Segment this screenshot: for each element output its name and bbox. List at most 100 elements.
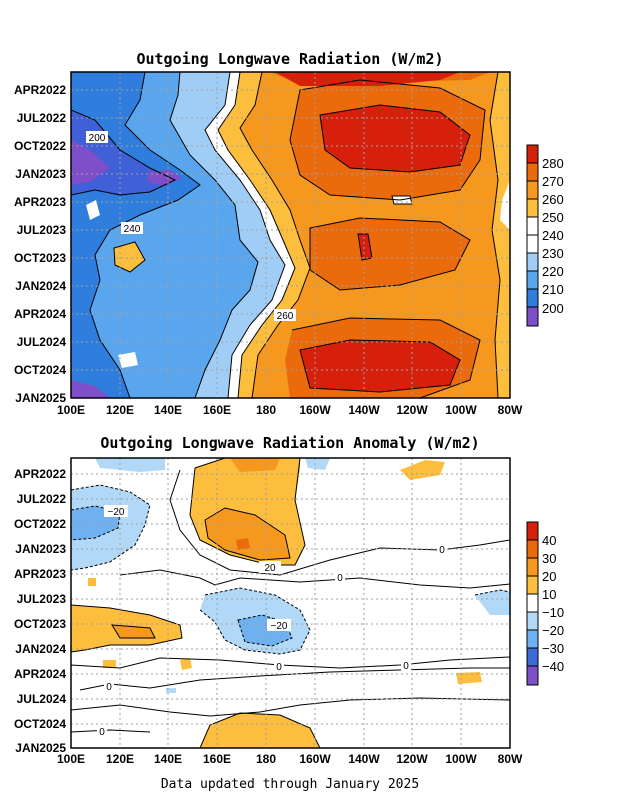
top-x-tick: 100W <box>445 403 477 417</box>
bottom-pos-small-b <box>103 660 116 668</box>
bottom-x-tick: 100W <box>445 752 477 766</box>
top-y-tick: JUL2024 <box>17 335 67 349</box>
bottom-contour-label: 0 <box>337 573 343 584</box>
top-y-tick: APR2024 <box>14 307 66 321</box>
bottom-x-tick: 80W <box>498 752 523 766</box>
bottom-y-tick: OCT2024 <box>14 717 66 731</box>
top-chart-title: Outgoing Longwave Radiation (W/m2) <box>136 50 443 68</box>
bottom-neg-top <box>95 458 165 472</box>
top-x-axis: 100E 120E 140E 160E 180 160W 140W 120W 1… <box>57 403 523 417</box>
top-island-d <box>86 200 100 220</box>
bottom-colorbar-label: 10 <box>542 587 556 602</box>
bottom-pos-center-core <box>205 508 290 560</box>
bottom-field <box>71 458 510 748</box>
top-contour-labels: 200 240 260 <box>86 131 296 322</box>
bottom-colorbar-label: −30 <box>542 641 564 656</box>
bottom-x-tick: 180 <box>256 752 276 766</box>
bottom-contour-label: 0 <box>439 545 445 556</box>
top-x-tick: 160W <box>299 403 331 417</box>
top-contour-label-200: 200 <box>89 133 106 144</box>
bottom-y-tick: JAN2023 <box>15 542 66 556</box>
bottom-colorbar-label: 20 <box>542 569 556 584</box>
top-colorbar-label: 260 <box>542 192 564 207</box>
bottom-y-tick: JAN2024 <box>15 642 66 656</box>
top-island-c <box>118 352 138 368</box>
bottom-contour-label: 0 <box>276 662 282 673</box>
top-colorbar-label: 210 <box>542 282 564 297</box>
top-y-tick: OCT2023 <box>14 251 66 265</box>
bottom-pos-top-right <box>400 460 445 480</box>
top-y-tick: JAN2024 <box>15 279 66 293</box>
bottom-x-tick: 120W <box>396 752 428 766</box>
bottom-y-tick: OCT2022 <box>14 517 66 531</box>
top-region-280c <box>300 340 460 392</box>
bottom-colorbar-label: −40 <box>542 659 564 674</box>
top-region-190 <box>71 140 110 185</box>
top-y-tick: JAN2023 <box>15 167 66 181</box>
top-colorbar-label: 220 <box>542 264 564 279</box>
top-x-tick: 120W <box>396 403 428 417</box>
bottom-colorbar: 40 30 20 10 −10 −20 −30 −40 <box>526 521 564 686</box>
bottom-y-tick: APR2024 <box>14 667 66 681</box>
top-region-190c <box>71 380 110 398</box>
bottom-neg-east <box>475 590 510 615</box>
top-y-axis: APR2022 JUL2022 OCT2022 JAN2023 APR2023 … <box>14 83 66 405</box>
top-y-tick: JUL2023 <box>17 223 67 237</box>
top-x-tick: 80W <box>498 403 523 417</box>
top-colorbar-label: 240 <box>542 228 564 243</box>
bottom-contour-label: 0 <box>403 661 409 672</box>
top-y-tick: APR2023 <box>14 195 66 209</box>
top-band-240 <box>205 72 295 398</box>
bottom-x-tick: 100E <box>57 752 85 766</box>
top-colorbar-label: 280 <box>542 156 564 171</box>
top-contours <box>71 72 501 398</box>
top-gridlines <box>71 72 510 398</box>
top-contour-label-260: 260 <box>277 311 294 322</box>
bottom-y-tick: JUL2022 <box>17 492 67 506</box>
top-colorbar-label: 200 <box>542 301 564 316</box>
bottom-x-tick: 140W <box>348 752 380 766</box>
bottom-y-tick: JAN2025 <box>15 741 66 755</box>
bottom-pos-small-c <box>180 658 192 670</box>
top-x-tick: 180 <box>256 403 276 417</box>
top-colorbar-label: 250 <box>542 210 564 225</box>
top-x-tick: 140W <box>348 403 380 417</box>
bottom-contour-label: 0 <box>106 682 112 693</box>
top-x-tick: 140E <box>154 403 182 417</box>
bottom-x-tick: 140E <box>154 752 182 766</box>
top-y-tick: JUL2022 <box>17 111 67 125</box>
bottom-y-tick: APR2022 <box>14 467 66 481</box>
bottom-pos-center-core2 <box>230 458 280 472</box>
top-field <box>71 72 510 398</box>
bottom-contour-label: −20 <box>271 621 288 632</box>
bottom-colorbar-label: −10 <box>542 605 564 620</box>
bottom-pos-bottom <box>200 713 320 748</box>
bottom-y-tick: JUL2023 <box>17 592 67 606</box>
top-y-tick: OCT2022 <box>14 139 66 153</box>
bottom-pos-west-core <box>112 625 155 638</box>
bottom-pos-small-a <box>88 578 96 586</box>
bottom-y-tick: JUL2024 <box>17 692 67 706</box>
bottom-pos-east <box>456 672 482 684</box>
top-region-250 <box>218 72 310 398</box>
bottom-neg-top2 <box>305 458 330 470</box>
bottom-colorbar-label: 30 <box>542 551 556 566</box>
top-contour-label-240: 240 <box>124 224 141 235</box>
bottom-colorbar-label: 40 <box>542 533 556 548</box>
bottom-x-axis: 100E 120E 140E 160E 180 160W 140W 120W 1… <box>57 752 523 766</box>
top-colorbar: 280 270 260 250 240 230 220 210 200 <box>526 144 564 327</box>
bottom-y-axis: APR2022 JUL2022 OCT2022 JAN2023 APR2023 … <box>14 467 66 755</box>
top-y-tick: APR2022 <box>14 83 66 97</box>
top-colorbar-label: 270 <box>542 174 564 189</box>
bottom-y-tick: OCT2023 <box>14 617 66 631</box>
top-x-tick: 120E <box>106 403 134 417</box>
top-y-tick: OCT2024 <box>14 363 66 377</box>
top-region-280 <box>320 105 470 172</box>
bottom-x-tick: 160E <box>203 752 231 766</box>
top-plot-frame <box>70 71 511 399</box>
bottom-colorbar-label: −20 <box>542 623 564 638</box>
data-updated-note: Data updated through January 2025 <box>161 777 419 792</box>
bottom-x-tick: 120E <box>106 752 134 766</box>
top-region-250-east <box>490 72 510 398</box>
